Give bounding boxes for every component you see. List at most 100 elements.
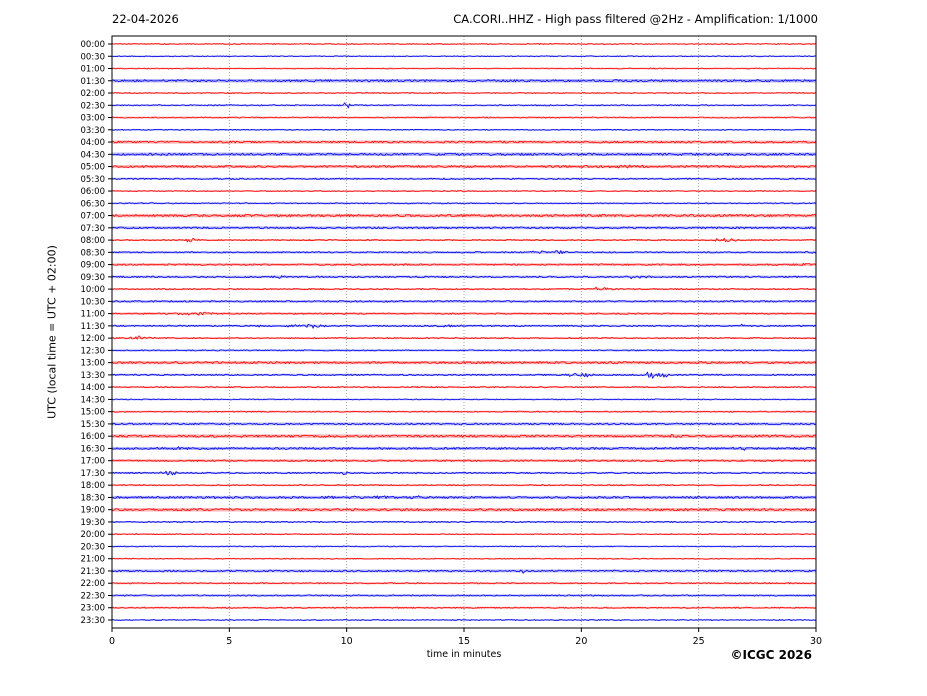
- y-tick-label: 11:30: [81, 322, 106, 332]
- y-axis-ticks: 00:00 00:30 01:00 01:30 02:00 02:30 03:00 03:30…: [81, 40, 112, 626]
- y-tick-label: 09:00: [81, 261, 106, 271]
- trace-12:00: [111, 335, 817, 340]
- trace-18:00: [111, 484, 817, 487]
- trace-11:30: [111, 323, 817, 329]
- trace-07:00: [111, 214, 817, 218]
- copyright: ©ICGC 2026: [730, 648, 812, 662]
- y-tick-label: 23:30: [81, 616, 106, 626]
- station-title: CA.CORI..HHZ - High pass filtered @2Hz -…: [453, 12, 818, 26]
- x-tick-label: 20: [575, 636, 587, 647]
- y-tick-label: 16:30: [81, 444, 106, 454]
- y-tick-label: 16:00: [81, 432, 106, 442]
- y-tick-label: 20:30: [81, 542, 106, 552]
- y-tick-label: 17:00: [81, 457, 106, 467]
- y-tick-label: 06:30: [81, 199, 106, 209]
- trace-05:30: [111, 177, 817, 180]
- trace-22:30: [111, 594, 817, 597]
- trace-04:30: [111, 152, 817, 156]
- x-axis-label: time in minutes: [426, 649, 502, 660]
- trace-01:00: [111, 67, 817, 70]
- y-tick-label: 04:00: [81, 138, 106, 148]
- y-tick-label: 01:30: [81, 77, 106, 87]
- y-tick-label: 17:30: [81, 469, 106, 479]
- trace-03:00: [111, 116, 817, 119]
- trace-05:00: [111, 164, 817, 169]
- trace-11:00: [111, 311, 817, 316]
- trace-15:30: [111, 422, 817, 426]
- y-tick-label: 22:30: [81, 591, 106, 601]
- y-tick-label: 13:00: [81, 359, 106, 369]
- trace-13:00: [111, 361, 817, 365]
- y-tick-label: 02:30: [81, 101, 106, 111]
- gridlines: [228, 36, 700, 628]
- trace-10:30: [111, 300, 817, 303]
- y-tick-label: 02:00: [81, 89, 106, 99]
- trace-06:00: [111, 190, 817, 192]
- trace-19:00: [111, 508, 817, 512]
- trace-12:30: [111, 349, 817, 352]
- trace-04:00: [111, 140, 817, 144]
- y-tick-label: 03:30: [81, 126, 106, 136]
- trace-08:30: [111, 250, 817, 255]
- y-tick-label: 08:00: [81, 236, 106, 246]
- trace-08:00: [111, 237, 817, 243]
- trace-13:30: [111, 371, 817, 379]
- trace-02:30: [111, 102, 817, 109]
- y-tick-label: 11:00: [81, 310, 106, 320]
- trace-20:30: [111, 545, 817, 548]
- trace-14:30: [111, 398, 817, 401]
- trace-01:30: [111, 79, 817, 83]
- y-tick-label: 06:00: [81, 187, 106, 197]
- x-axis-ticks: 0 5 10 15 20 25 30: [109, 628, 822, 647]
- y-tick-label: 09:30: [81, 273, 106, 283]
- trace-07:30: [111, 226, 817, 230]
- trace-23:00: [112, 606, 817, 609]
- y-tick-label: 21:00: [81, 555, 106, 565]
- seismic-traces: [111, 43, 817, 621]
- x-tick-label: 5: [226, 636, 232, 647]
- y-tick-label: 07:00: [81, 212, 106, 222]
- trace-20:00: [111, 533, 817, 536]
- trace-22:00: [111, 582, 817, 585]
- y-tick-label: 18:00: [81, 481, 106, 491]
- trace-10:00: [111, 286, 817, 291]
- x-tick-label: 15: [458, 636, 470, 647]
- y-tick-label: 03:00: [81, 114, 106, 124]
- trace-16:00: [112, 433, 816, 438]
- trace-02:00: [111, 92, 816, 94]
- trace-15:00: [111, 410, 817, 414]
- y-tick-label: 22:00: [81, 579, 106, 589]
- trace-03:30: [111, 128, 817, 131]
- trace-21:00: [111, 557, 817, 560]
- x-tick-label: 25: [693, 636, 705, 647]
- y-tick-label: 10:00: [81, 285, 106, 295]
- y-tick-label: 08:30: [81, 248, 106, 258]
- y-tick-label: 13:30: [81, 371, 106, 381]
- trace-23:30: [112, 619, 816, 621]
- y-tick-label: 19:30: [81, 518, 106, 528]
- y-tick-label: 07:30: [81, 224, 106, 234]
- y-tick-label: 14:00: [81, 383, 106, 393]
- trace-14:00: [111, 386, 817, 389]
- y-tick-label: 05:00: [81, 163, 106, 173]
- date-title: 22-04-2026: [112, 12, 179, 26]
- y-tick-label: 14:30: [81, 395, 106, 405]
- y-tick-label: 21:30: [81, 567, 106, 577]
- y-tick-label: 15:30: [81, 420, 106, 430]
- trace-00:00: [111, 43, 817, 45]
- trace-06:30: [111, 202, 817, 205]
- y-tick-label: 01:00: [81, 65, 106, 75]
- trace-09:30: [111, 275, 817, 280]
- trace-17:00: [111, 459, 817, 462]
- y-tick-label: 00:00: [81, 40, 106, 50]
- y-tick-label: 00:30: [81, 52, 106, 62]
- trace-18:30: [111, 495, 816, 500]
- trace-17:30: [111, 470, 817, 476]
- plot-frame: [111, 35, 817, 629]
- x-tick-label: 10: [341, 636, 353, 647]
- x-tick-label: 30: [810, 636, 822, 647]
- y-tick-label: 10:30: [81, 297, 106, 307]
- trace-19:30: [111, 521, 817, 523]
- y-tick-label: 15:00: [81, 408, 106, 418]
- trace-00:30: [112, 55, 817, 58]
